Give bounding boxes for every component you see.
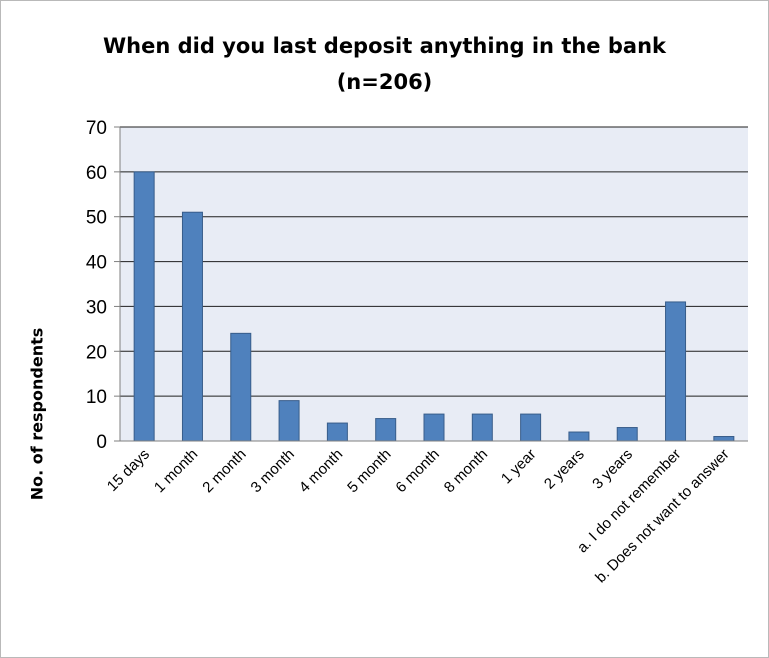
gridlines [120,126,748,397]
bar [616,427,638,442]
x-tick-label: 5 month [344,446,394,496]
x-tick-label: 6 month [392,446,442,496]
y-tick-label: 0 [96,432,107,453]
bar [326,422,348,442]
x-tick-label: 15 days [104,446,153,495]
y-tick-label: 30 [86,297,107,318]
x-tick-label: 2 years [541,446,588,493]
chart-subtitle: (n=206) [336,70,433,94]
bar [230,332,252,442]
x-tick-label: 1 year [498,446,540,488]
chart-title: When did you last deposit anything in th… [0,28,769,100]
chart-title-line: When did you last deposit anything in th… [103,34,666,58]
y-tick-label: 20 [86,342,107,363]
bar [278,400,300,442]
bar [520,413,542,442]
x-tick-label: 2 month [199,446,249,496]
x-tick-label: 4 month [296,446,346,496]
x-tick-label: 3 month [248,446,298,496]
bar [423,413,445,442]
plot-background [120,127,748,441]
bar [375,418,397,442]
y-tick-labels: 0 10 20 30 40 50 60 70 [86,118,107,453]
y-tick-label: 70 [86,118,107,139]
bar [665,301,687,442]
y-tick-label: 40 [86,253,107,274]
y-tick-label: 50 [86,208,107,229]
bar [181,211,203,442]
bar [471,413,493,442]
bar [713,436,735,442]
y-axis-label: No. of respondents [27,327,47,501]
y-tick-label: 60 [86,163,107,184]
bar [568,431,590,442]
plot-area [120,127,748,441]
x-tick-label: 3 years [589,446,636,493]
y-tick-label: 10 [86,387,107,408]
axes [114,126,748,442]
bar [133,171,155,442]
bar-series [133,171,735,442]
x-tick-label: 8 month [441,446,491,496]
x-tick-label: 1 month [151,446,201,496]
